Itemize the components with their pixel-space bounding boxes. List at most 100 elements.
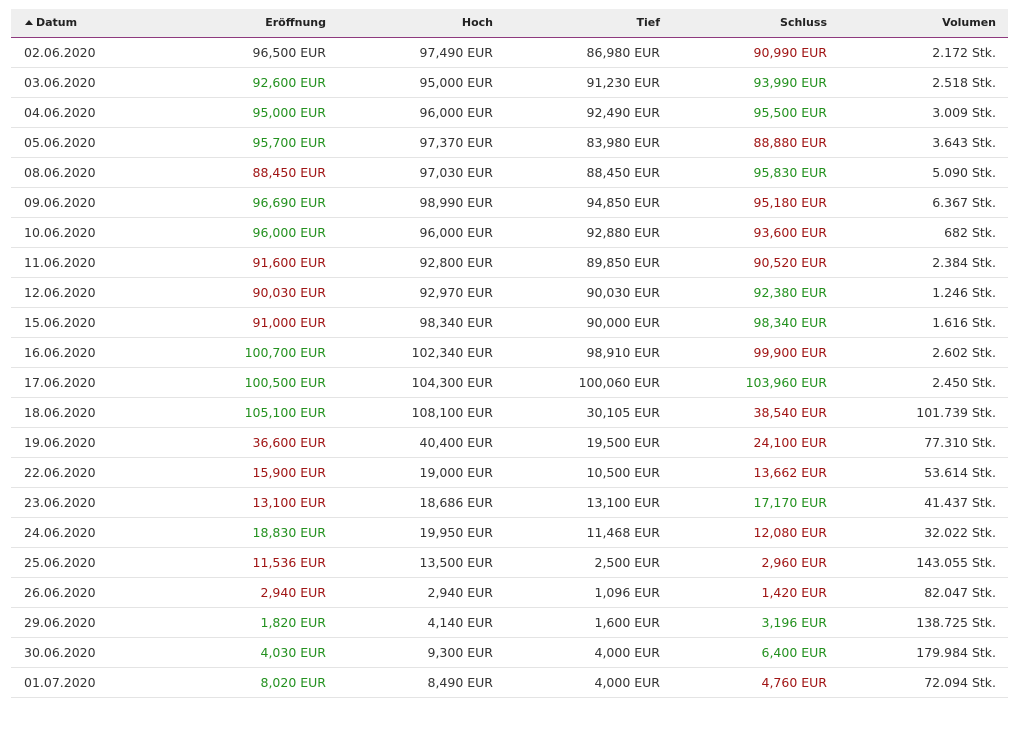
cell-volume: 3.643 Stk. (932, 134, 996, 150)
cell-close: 6,400 EUR (761, 644, 828, 660)
cell-volume: 1.246 Stk. (932, 284, 996, 300)
cell-high: 108,100 EUR (411, 404, 493, 420)
cell-volume: 682 Stk. (944, 224, 996, 240)
cell-volume: 143.055 Stk. (916, 554, 996, 570)
table-row: 30.06.2020 4,030 EUR 9,300 EUR 4,000 EUR 6,4… (11, 637, 1008, 667)
cell-high: 4,140 EUR (427, 614, 494, 630)
cell-high: 97,370 EUR (419, 134, 493, 150)
cell-close: 98,340 EUR (753, 314, 827, 330)
table-row: 22.06.2020 15,900 EUR 19,000 EUR 10,500 EUR… (11, 457, 1008, 487)
cell-volume: 179.984 Stk. (916, 644, 996, 660)
cell-high: 98,340 EUR (419, 314, 493, 330)
table-row: 17.06.2020 100,500 EUR 104,300 EUR 100,060 … (11, 367, 1008, 397)
cell-low: 4,000 EUR (594, 674, 661, 690)
cell-open: 100,500 EUR (244, 374, 326, 390)
table-row: 09.06.2020 96,690 EUR 98,990 EUR 94,850 EUR… (11, 187, 1008, 217)
cell-low: 19,500 EUR (586, 434, 660, 450)
cell-high: 95,000 EUR (419, 74, 493, 90)
cell-high: 18,686 EUR (419, 494, 493, 510)
header-high-label: Hoch (461, 16, 493, 30)
cell-close: 99,900 EUR (753, 344, 827, 360)
table-row: 08.06.2020 88,450 EUR 97,030 EUR 88,450 EUR… (11, 157, 1008, 187)
cell-date: 02.06.2020 (24, 44, 96, 60)
table-row: 16.06.2020 100,700 EUR 102,340 EUR 98,910 E… (11, 337, 1008, 367)
cell-volume: 3.009 Stk. (932, 104, 996, 120)
cell-volume: 72.094 Stk. (924, 674, 996, 690)
cell-close: 38,540 EUR (753, 404, 827, 420)
cell-close: 4,760 EUR (761, 674, 828, 690)
cell-open: 36,600 EUR (252, 434, 326, 450)
cell-low: 92,880 EUR (586, 224, 660, 240)
cell-close: 13,662 EUR (753, 464, 827, 480)
cell-high: 97,490 EUR (419, 44, 493, 60)
cell-open: 96,500 EUR (252, 44, 326, 60)
cell-open: 100,700 EUR (244, 344, 326, 360)
price-history-table: Datum Eröffnung Hoch Tief Schluss Volume… (11, 9, 1008, 698)
cell-high: 104,300 EUR (411, 374, 493, 390)
cell-open: 91,600 EUR (252, 254, 326, 270)
cell-date: 24.06.2020 (24, 524, 96, 540)
header-low[interactable]: Tief (505, 9, 672, 37)
cell-volume: 6.367 Stk. (932, 194, 996, 210)
cell-close: 103,960 EUR (745, 374, 827, 390)
cell-high: 19,950 EUR (419, 524, 493, 540)
cell-low: 86,980 EUR (586, 44, 660, 60)
cell-low: 1,096 EUR (594, 584, 661, 600)
cell-high: 92,800 EUR (419, 254, 493, 270)
table-row: 10.06.2020 96,000 EUR 96,000 EUR 92,880 EUR… (11, 217, 1008, 247)
cell-volume: 2.450 Stk. (932, 374, 996, 390)
table-row: 18.06.2020 105,100 EUR 108,100 EUR 30,105 E… (11, 397, 1008, 427)
cell-open: 90,030 EUR (252, 284, 326, 300)
cell-low: 83,980 EUR (586, 134, 660, 150)
cell-date: 16.06.2020 (24, 344, 96, 360)
table-row: 23.06.2020 13,100 EUR 18,686 EUR 13,100 EUR… (11, 487, 1008, 517)
cell-date: 18.06.2020 (24, 404, 96, 420)
header-volume[interactable]: Volumen (839, 9, 1008, 37)
table-body: 02.06.2020 96,500 EUR 97,490 EUR 86,980 EUR… (11, 37, 1008, 697)
cell-open: 91,000 EUR (252, 314, 326, 330)
header-volume-label: Volumen (942, 16, 996, 30)
table-row: 29.06.2020 1,820 EUR 4,140 EUR 1,600 EUR 3,1… (11, 607, 1008, 637)
table-row: 12.06.2020 90,030 EUR 92,970 EUR 90,030 EUR… (11, 277, 1008, 307)
cell-close: 2,960 EUR (761, 554, 828, 570)
table-row: 01.07.2020 8,020 EUR 8,490 EUR 4,000 EUR 4,7… (11, 667, 1008, 697)
header-row: Datum Eröffnung Hoch Tief Schluss Volume… (11, 9, 1008, 37)
cell-low: 90,030 EUR (586, 284, 660, 300)
header-open[interactable]: Eröffnung (171, 9, 338, 37)
cell-low: 10,500 EUR (586, 464, 660, 480)
cell-open: 8,020 EUR (260, 674, 327, 690)
cell-volume: 5.090 Stk. (932, 164, 996, 180)
cell-open: 105,100 EUR (244, 404, 326, 420)
cell-volume: 41.437 Stk. (924, 494, 996, 510)
cell-date: 19.06.2020 (24, 434, 96, 450)
cell-low: 13,100 EUR (586, 494, 660, 510)
cell-open: 95,700 EUR (252, 134, 326, 150)
header-date[interactable]: Datum (11, 9, 171, 37)
cell-close: 3,196 EUR (761, 614, 828, 630)
cell-open: 4,030 EUR (260, 644, 327, 660)
cell-low: 91,230 EUR (586, 74, 660, 90)
cell-low: 92,490 EUR (586, 104, 660, 120)
cell-date: 01.07.2020 (24, 674, 96, 690)
cell-low: 4,000 EUR (594, 644, 661, 660)
cell-close: 95,180 EUR (753, 194, 827, 210)
cell-close: 17,170 EUR (753, 494, 827, 510)
cell-volume: 32.022 Stk. (924, 524, 996, 540)
cell-high: 19,000 EUR (419, 464, 493, 480)
cell-date: 08.06.2020 (24, 164, 96, 180)
cell-open: 11,536 EUR (252, 554, 326, 570)
table-row: 02.06.2020 96,500 EUR 97,490 EUR 86,980 EUR… (11, 37, 1008, 67)
cell-date: 26.06.2020 (24, 584, 96, 600)
cell-open: 95,000 EUR (252, 104, 326, 120)
cell-high: 102,340 EUR (411, 344, 493, 360)
header-close[interactable]: Schluss (672, 9, 839, 37)
cell-date: 23.06.2020 (24, 494, 96, 510)
cell-volume: 2.172 Stk. (932, 44, 996, 60)
cell-volume: 77.310 Stk. (924, 434, 996, 450)
cell-close: 1,420 EUR (761, 584, 828, 600)
cell-date: 09.06.2020 (24, 194, 96, 210)
cell-date: 11.06.2020 (24, 254, 96, 270)
table-row: 05.06.2020 95,700 EUR 97,370 EUR 83,980 EUR… (11, 127, 1008, 157)
header-high[interactable]: Hoch (338, 9, 505, 37)
cell-date: 22.06.2020 (24, 464, 96, 480)
